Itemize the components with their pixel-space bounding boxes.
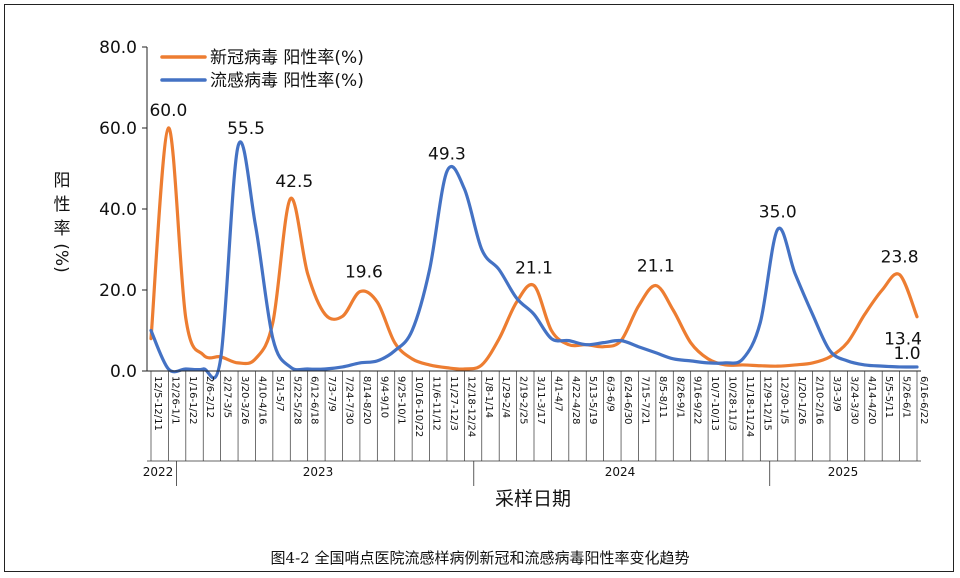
- legend-label: 流感病毒 阳性率(%): [210, 71, 364, 91]
- x-tick-label: 4/1-4/7: [552, 376, 563, 412]
- x-tick-label: 1/20-1/26: [796, 376, 807, 425]
- x-tick-label: 4/22-4/28: [570, 376, 581, 425]
- data-label: 60.0: [149, 101, 187, 121]
- y-tick-label: 0.0: [110, 362, 137, 382]
- x-tick-label: 12/9-12/15: [761, 376, 772, 431]
- covid-series-line: [149, 126, 919, 371]
- x-tick-label: 5/13-5/19: [587, 376, 598, 425]
- legend: 新冠病毒 阳性率(%) 流感病毒 阳性率(%): [160, 48, 364, 91]
- y-axis-title-char: (%): [51, 243, 71, 272]
- x-tick-label: 8/26-9/1: [674, 376, 685, 418]
- x-tick-label: 7/24-7/30: [344, 376, 355, 425]
- legend-covid: 新冠病毒 阳性率(%): [160, 48, 364, 68]
- x-tick-label: 2/19-2/25: [518, 376, 529, 425]
- x-tick-label: 6/12-6/18: [309, 376, 320, 425]
- y-tick-label: 80.0: [99, 38, 137, 58]
- y-axis-title-char: 性: [54, 195, 71, 215]
- year-label: 2022: [143, 465, 174, 479]
- x-tick-label: 8/5-8/11: [657, 376, 668, 418]
- x-tick-label: 1/8-1/14: [483, 376, 494, 418]
- x-tick-label: 3/3-3/9: [831, 376, 842, 412]
- x-tick-label: 12/18-12/24: [465, 376, 476, 437]
- x-tick-label: 9/16-9/22: [692, 376, 703, 425]
- axes: [146, 47, 921, 372]
- data-label: 19.6: [345, 263, 383, 283]
- series-lines: [149, 126, 919, 380]
- x-tick-label: 12/30-1/5: [779, 376, 790, 425]
- x-tick-label: 3/20-3/26: [239, 376, 250, 425]
- x-tick-label: 2/6-2/12: [204, 376, 215, 418]
- x-tick-label: 5/1-5/7: [274, 376, 285, 412]
- x-tick-label: 10/7-10/13: [709, 376, 720, 431]
- x-tick-label: 3/24-3/30: [848, 376, 859, 425]
- y-axis-label: 阳性率 (%): [51, 171, 71, 273]
- y-tick-label: 40.0: [99, 200, 137, 220]
- x-tick-label: 11/6-11/12: [431, 376, 442, 431]
- data-label: 55.5: [227, 119, 265, 139]
- x-tick-label: 12/26-1/1: [169, 376, 180, 425]
- y-tick-label: 20.0: [99, 281, 137, 301]
- data-label: 49.3: [428, 144, 466, 164]
- influenza-series-line: [149, 140, 919, 380]
- y-axis-ticks: 0.0 20.0 40.0 60.0 80.0: [99, 38, 147, 382]
- x-tick-label: 4/14-4/20: [866, 376, 877, 425]
- x-tick-label: 1/29-2/4: [500, 376, 511, 418]
- data-label: 1.0: [893, 344, 920, 364]
- x-axis-ticks: 12/5-12/11 12/26-1/1 1/16-1/22 2/6-2/12 2/27…: [147, 371, 929, 462]
- data-labels: 60.0 55.5 42.5 49.3 19.6 21.1 21.1 35.0 23.8 13.4…: [149, 101, 921, 364]
- x-tick-label: 11/18-11/24: [744, 376, 755, 437]
- x-tick-label: 5/5-5/11: [883, 376, 894, 418]
- x-tick-label: 6/16-6/22: [918, 376, 929, 425]
- x-tick-label: 1/16-1/22: [187, 376, 198, 425]
- x-tick-label: 5/22-5/28: [291, 376, 302, 425]
- year-label: 2024: [605, 465, 636, 479]
- figure-caption: 图4-2 全国哨点医院流感样病例新冠和流感病毒阳性率变化趋势: [270, 549, 690, 567]
- year-label: 2025: [828, 465, 859, 479]
- data-label: 21.1: [637, 257, 675, 277]
- x-tick-label: 12/5-12/11: [152, 376, 163, 431]
- chart-frame: [4, 4, 954, 572]
- x-tick-label: 5/26-6/1: [901, 376, 912, 418]
- x-tick-label: 7/15-7/21: [639, 376, 650, 425]
- x-tick-label: 8/14-8/20: [361, 376, 372, 425]
- year-label: 2023: [303, 465, 334, 479]
- data-label: 21.1: [515, 259, 553, 279]
- x-tick-label: 11/27-12/3: [448, 376, 459, 431]
- x-tick-label: 6/3-6/9: [605, 376, 616, 412]
- x-tick-label: 4/10-4/16: [256, 376, 267, 425]
- x-tick-label: 9/4-9/10: [378, 376, 389, 418]
- data-label: 23.8: [881, 248, 919, 268]
- x-tick-label: 6/24-6/30: [622, 376, 633, 425]
- x-axis-title: 采样日期: [495, 488, 571, 510]
- y-axis-title-char: 阳: [54, 171, 71, 191]
- legend-influenza: 流感病毒 阳性率(%): [160, 71, 364, 91]
- data-label: 42.5: [275, 172, 313, 192]
- x-tick-label: 7/3-7/9: [326, 376, 337, 412]
- x-tick-label: 2/10-2/16: [814, 376, 825, 425]
- x-tick-label: 3/11-3/17: [535, 376, 546, 425]
- data-label: 35.0: [759, 202, 797, 222]
- x-tick-label: 10/16-10/22: [413, 376, 424, 437]
- x-tick-label: 10/28-11/3: [727, 376, 738, 431]
- legend-label: 新冠病毒 阳性率(%): [210, 48, 364, 68]
- data-label: 13.4: [884, 330, 922, 350]
- year-labels: 2022 2023 2024 2025: [143, 461, 859, 486]
- x-tick-label: 2/27-3/5: [222, 376, 233, 418]
- x-tick-label: 9/25-10/1: [396, 376, 407, 425]
- y-axis-title-char: 率: [54, 219, 71, 239]
- y-tick-label: 60.0: [99, 119, 137, 139]
